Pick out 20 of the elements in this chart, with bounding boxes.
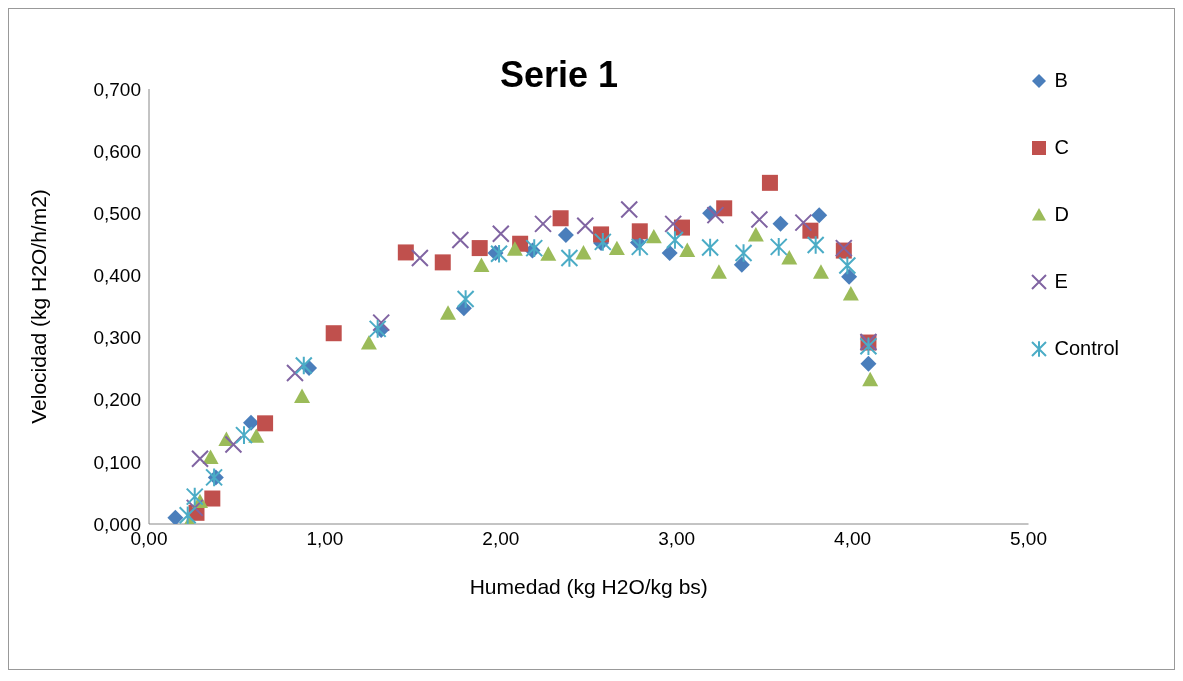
x-tick-label: 1,00 bbox=[306, 528, 344, 550]
legend-label: B bbox=[1054, 69, 1068, 92]
legend-label: D bbox=[1054, 203, 1069, 226]
x-tick-label: 2,00 bbox=[482, 528, 520, 550]
y-tick-label: 0,700 bbox=[93, 78, 141, 100]
legend-label: E bbox=[1054, 270, 1068, 293]
y-tick-label: 0,300 bbox=[93, 327, 141, 349]
x-tick-label: 4,00 bbox=[834, 528, 872, 550]
x-tick-label: 5,00 bbox=[1010, 528, 1048, 550]
chart-title: Serie 1 bbox=[499, 54, 619, 95]
y-tick-label: 0,200 bbox=[93, 389, 141, 411]
legend-label: C bbox=[1054, 136, 1069, 159]
y-tick-label: 0,600 bbox=[93, 140, 141, 162]
y-tick-label: 0,400 bbox=[93, 265, 141, 287]
y-axis-title: Velocidad (kg H2O/h/m2) bbox=[27, 189, 51, 424]
x-axis-title: Humedad (kg H2O/kg bs) bbox=[469, 575, 708, 598]
y-tick-label: 0,500 bbox=[93, 203, 141, 225]
y-tick-label: 0,100 bbox=[93, 451, 141, 473]
legend-label: Control bbox=[1054, 337, 1119, 360]
x-tick-label: 3,00 bbox=[658, 528, 696, 550]
